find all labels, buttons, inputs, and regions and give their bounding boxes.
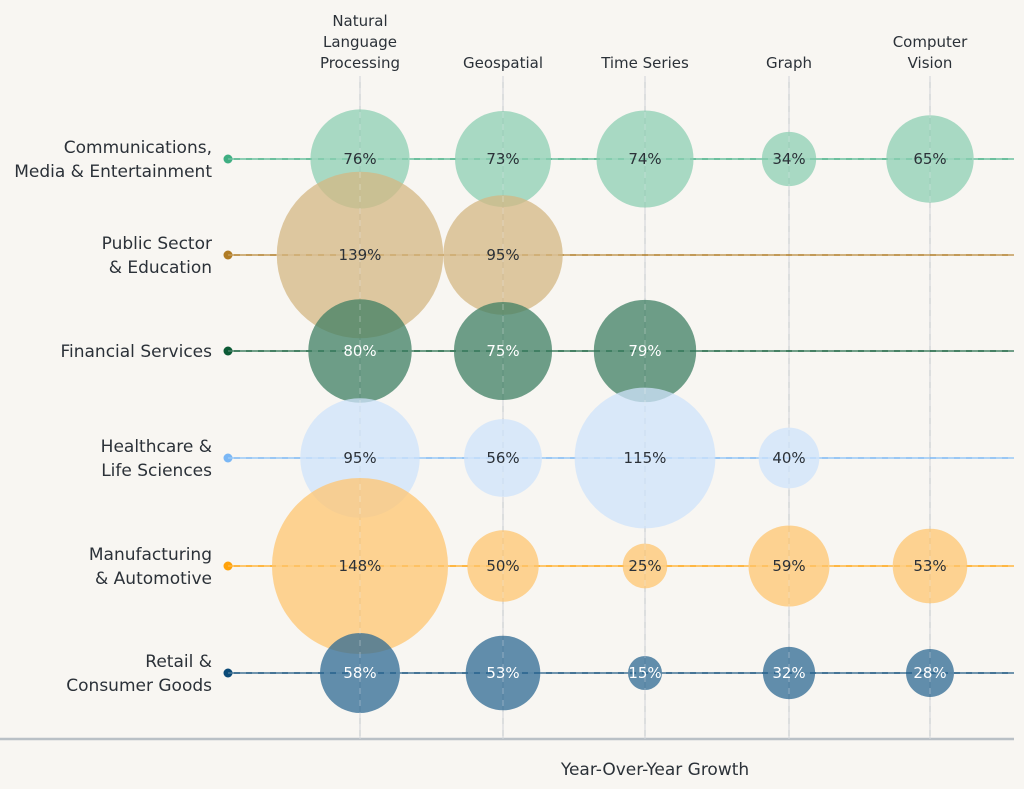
bubble-value-label: 95% (343, 449, 376, 467)
bubble-value-label: 15% (628, 664, 661, 682)
bubble-value-label: 80% (343, 342, 376, 360)
row-marker (223, 561, 233, 571)
bubble-value-label: 76% (343, 150, 376, 168)
row-label-line: Communications, (64, 138, 212, 158)
bubble (464, 419, 542, 497)
bubble (622, 543, 668, 589)
row-label-line: Life Sciences (101, 461, 212, 481)
row-label: Retail & Consumer Goods (66, 652, 212, 696)
bubble (453, 301, 553, 401)
column-label: Computer Vision (893, 33, 968, 72)
row-label-line: Manufacturing (89, 545, 212, 565)
column-label-line: Computer (893, 33, 968, 51)
bubble-value-label: 139% (339, 246, 382, 264)
bubble (593, 299, 697, 403)
bubble-value-label: 53% (486, 664, 519, 682)
column-label-line: Processing (320, 54, 400, 72)
bubble-value-label: 56% (486, 449, 519, 467)
bubble (906, 649, 954, 697)
bubble (465, 635, 541, 711)
row-marker (223, 154, 233, 164)
column-label-line: Graph (766, 54, 812, 72)
column-label-line: Geospatial (463, 54, 543, 72)
row-marker (223, 668, 233, 678)
column-label-line: Language (323, 33, 397, 51)
bubble (574, 387, 716, 529)
bubble (308, 299, 412, 403)
labels: Natural Language Processing Geospatial Time … (14, 12, 968, 780)
column-label: Geospatial (463, 54, 543, 72)
bubble (627, 655, 663, 691)
bubble-value-label: 28% (913, 664, 946, 682)
bubble-value-label: 32% (772, 664, 805, 682)
row-label-line: Retail & (145, 652, 212, 672)
bubble (596, 110, 694, 208)
column-label: Natural Language Processing (320, 12, 400, 72)
bubble (443, 195, 563, 315)
bubble (271, 477, 449, 655)
bubble-value-label: 74% (628, 150, 661, 168)
column-label: Time Series (600, 54, 689, 72)
row-label-line: Healthcare & (101, 437, 212, 457)
bubble-value-label: 34% (772, 150, 805, 168)
row-label-line: Consumer Goods (66, 676, 212, 696)
bubble-value-label: 73% (486, 150, 519, 168)
row-label: Public Sector & Education (102, 234, 212, 278)
row-marker (223, 346, 233, 356)
bubble (467, 530, 539, 602)
bubble-value-label: 65% (913, 150, 946, 168)
bubble (455, 111, 551, 207)
bubble-value-label: 53% (913, 557, 946, 575)
row-label: Financial Services (60, 342, 212, 362)
bubble (886, 115, 974, 203)
column-label: Graph (766, 54, 812, 72)
bubble-value-label: 40% (772, 449, 805, 467)
bubble (761, 131, 817, 187)
row-marker (223, 250, 233, 260)
bubble (892, 528, 968, 604)
row-marker (223, 453, 233, 463)
bubble-value-label: 115% (624, 449, 667, 467)
row-label-line: Financial Services (60, 342, 212, 362)
row-label: Communications, Media & Entertainment (14, 138, 212, 182)
bubble-value-label: 59% (772, 557, 805, 575)
row-label-line: Public Sector (102, 234, 212, 254)
bubble-value-label: 50% (486, 557, 519, 575)
bubble-value-label: 58% (343, 664, 376, 682)
bubble-value-label: 79% (628, 342, 661, 360)
x-axis-label: Year-Over-Year Growth (560, 760, 749, 780)
row-label-line: Media & Entertainment (14, 162, 212, 182)
bubbles (228, 76, 1014, 739)
row-label: Manufacturing & Automotive (89, 545, 212, 589)
row-label-line: & Automotive (95, 569, 212, 589)
row-label-line: & Education (109, 258, 212, 278)
bubble (320, 633, 400, 713)
bubble (762, 646, 816, 700)
column-label-line: Vision (908, 54, 953, 72)
bubble-value-label: 95% (486, 246, 519, 264)
bubble (276, 171, 444, 339)
bubble (758, 427, 820, 489)
bubble-value-label: 25% (628, 557, 661, 575)
bubble (748, 525, 830, 607)
column-label-line: Natural (332, 12, 387, 30)
row-label: Healthcare & Life Sciences (101, 437, 212, 481)
column-label-line: Time Series (600, 54, 689, 72)
bubble-value-label: 148% (339, 557, 382, 575)
bubble-value-label: 75% (486, 342, 519, 360)
